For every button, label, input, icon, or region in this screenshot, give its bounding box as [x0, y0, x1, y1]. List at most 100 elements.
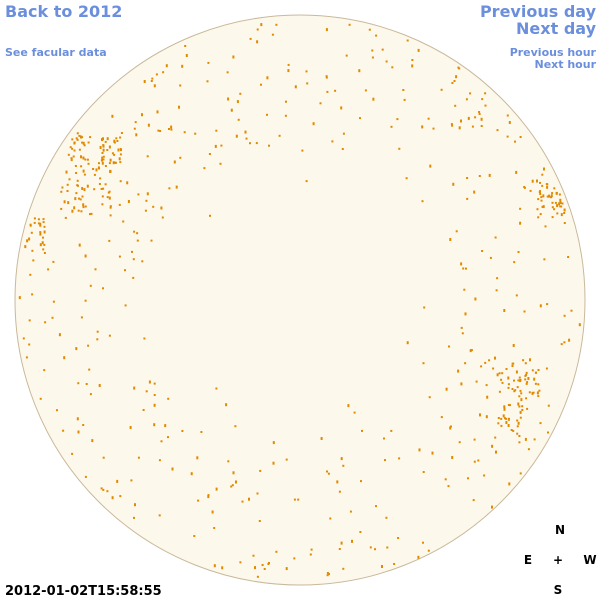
facula — [147, 123, 150, 127]
facula — [98, 162, 100, 165]
facula — [524, 378, 527, 381]
facula — [297, 498, 300, 501]
facula — [518, 441, 521, 444]
facula — [263, 568, 266, 570]
facula — [31, 293, 34, 296]
facula — [334, 89, 337, 92]
facula — [473, 460, 476, 463]
facula — [63, 356, 66, 360]
facula — [567, 256, 570, 258]
facula — [491, 444, 494, 448]
facula — [558, 193, 561, 196]
facula — [102, 187, 105, 190]
facula — [325, 75, 328, 78]
facula — [347, 404, 350, 408]
facula — [102, 137, 104, 141]
facula — [95, 168, 98, 172]
facula — [249, 37, 252, 40]
facula — [494, 436, 497, 439]
facula — [397, 537, 400, 539]
facula — [119, 495, 122, 498]
facula — [551, 216, 554, 219]
facula — [120, 149, 122, 152]
facula — [563, 222, 566, 224]
facula — [127, 200, 130, 203]
facula — [427, 117, 430, 120]
facula — [560, 343, 563, 346]
facula — [148, 380, 151, 384]
facula — [371, 56, 374, 59]
facula — [150, 239, 153, 242]
facula — [511, 388, 514, 390]
facula — [252, 554, 255, 557]
facula — [474, 297, 477, 301]
facula — [461, 332, 464, 335]
facula — [417, 555, 420, 559]
back-link[interactable]: Back to 2012 — [5, 2, 122, 21]
facula — [230, 485, 233, 488]
facula — [517, 421, 520, 425]
facula — [137, 193, 140, 196]
facula — [541, 184, 544, 187]
facula — [272, 461, 275, 465]
facula — [119, 148, 122, 150]
facula — [506, 114, 509, 117]
facula — [179, 156, 182, 159]
facula — [495, 289, 498, 292]
facula — [80, 155, 82, 159]
facula — [542, 205, 545, 209]
facula — [77, 382, 80, 385]
facula — [507, 404, 510, 406]
facula — [513, 379, 515, 382]
facula — [483, 474, 486, 477]
facula — [37, 222, 40, 225]
facula — [102, 158, 105, 161]
facula — [411, 59, 414, 61]
facula — [86, 184, 89, 188]
facula — [81, 136, 84, 139]
facula — [457, 369, 460, 373]
facula — [230, 108, 233, 112]
facula — [91, 439, 94, 443]
facula — [563, 314, 566, 317]
facula — [84, 299, 87, 302]
facula — [500, 378, 503, 381]
facula — [541, 205, 544, 208]
facula — [508, 121, 511, 124]
facula — [553, 187, 556, 190]
facula — [508, 482, 511, 486]
facula — [527, 448, 530, 451]
facular-link[interactable]: See facular data — [5, 46, 107, 59]
facula — [112, 161, 115, 165]
facula — [353, 411, 356, 414]
facula — [225, 403, 228, 407]
facula — [143, 80, 146, 83]
facula — [145, 199, 148, 202]
facula — [73, 149, 76, 152]
facula — [519, 416, 522, 419]
facula — [94, 268, 97, 271]
facula — [396, 118, 399, 121]
next-hour-link[interactable]: Next hour — [535, 58, 597, 71]
facula — [521, 409, 524, 411]
facula — [484, 92, 487, 95]
facula — [89, 284, 92, 287]
facula — [515, 294, 518, 297]
facula — [478, 113, 481, 115]
next-day-link[interactable]: Next day — [516, 19, 597, 38]
facula — [109, 158, 112, 162]
facula — [106, 490, 109, 493]
facula — [513, 261, 516, 264]
facula — [351, 539, 353, 543]
previous-hour-link[interactable]: Previous hour — [510, 46, 597, 59]
facula — [301, 149, 304, 152]
facula — [516, 425, 519, 428]
facula — [467, 116, 470, 120]
previous-day-link[interactable]: Previous day — [480, 2, 597, 21]
facula — [463, 288, 466, 291]
facula — [449, 426, 452, 430]
facula — [348, 23, 351, 26]
facula — [133, 230, 136, 233]
facula — [80, 210, 83, 213]
facula — [342, 567, 345, 570]
